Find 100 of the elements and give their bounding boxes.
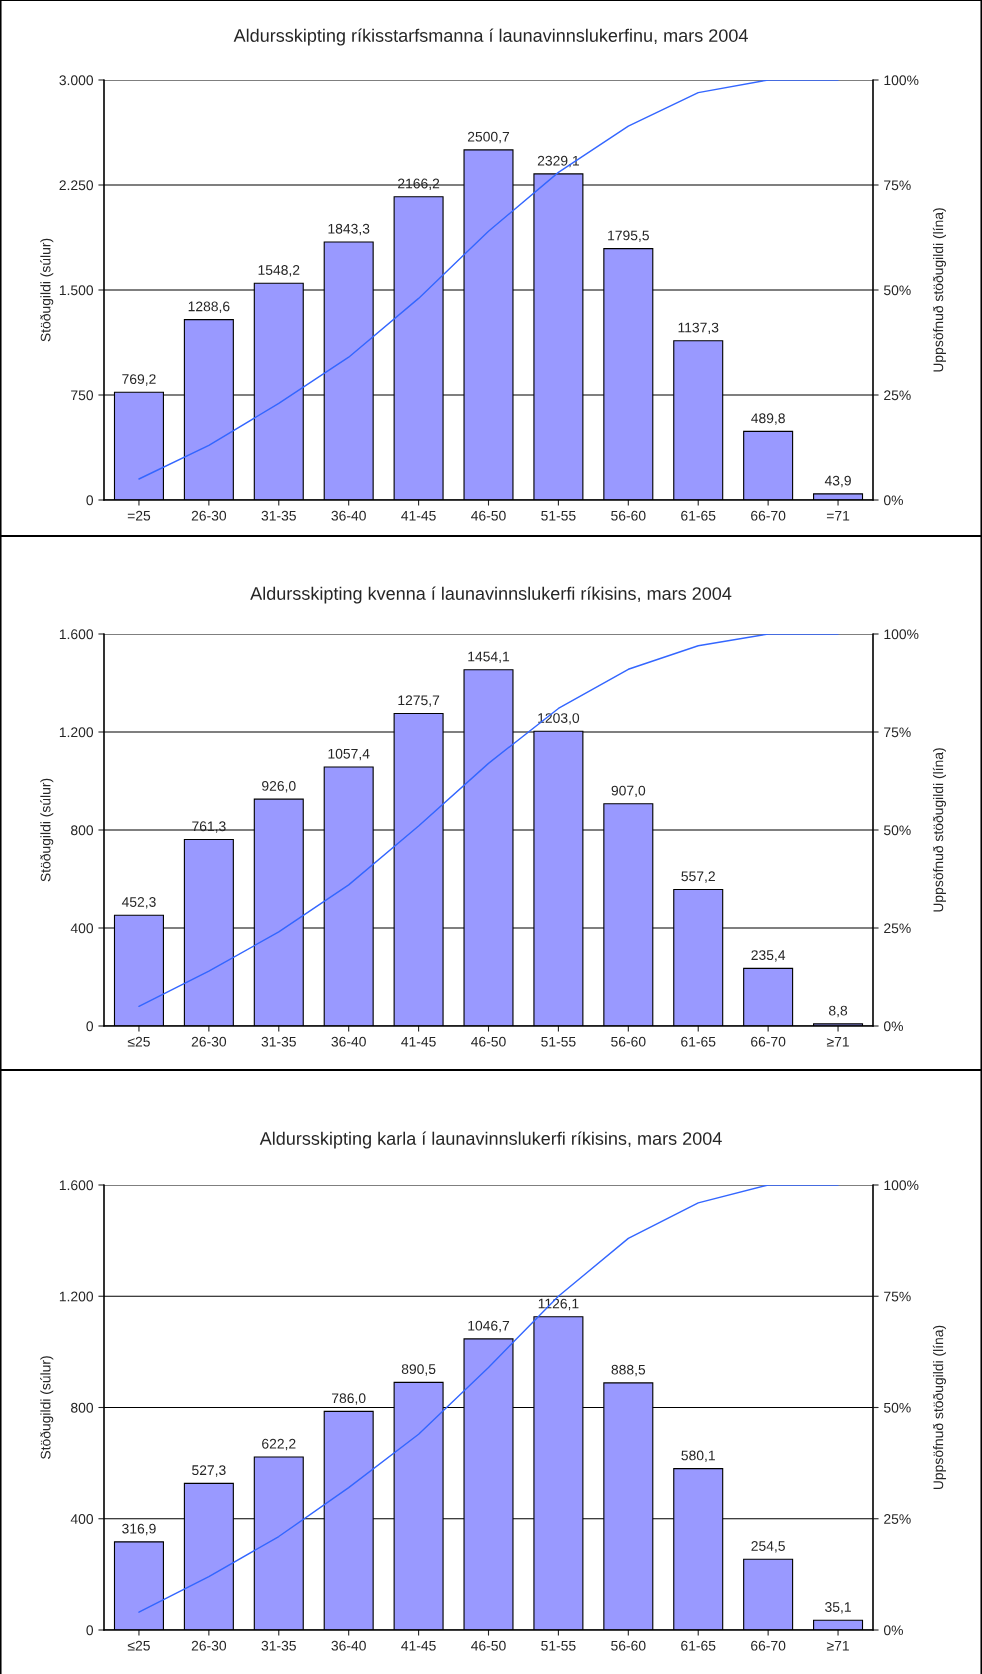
y-tick-label: 1.500 — [59, 285, 94, 296]
data-label: 907,0 — [611, 785, 646, 798]
x-tick-label: 61-65 — [681, 1036, 716, 1047]
data-label: 1288,6 — [188, 301, 230, 313]
chart-title: Aldursskipting karla í launavinnslukerfi ríkisins, mars 2004 — [259, 1131, 722, 1149]
x-tick-label: =25 — [127, 510, 151, 521]
x-tick-label: ≥71 — [826, 1640, 849, 1651]
y-tick-label: 3.000 — [59, 75, 94, 86]
y-axis-title: Stöðugildi (súlur) — [40, 238, 54, 342]
data-label: 2500,7 — [467, 131, 510, 144]
x-tick-label: 36-40 — [331, 1036, 366, 1047]
data-label: 890,5 — [401, 1364, 436, 1376]
y2-tick-label: 50% — [883, 285, 911, 296]
x-tick-label: ≤25 — [127, 1036, 150, 1047]
x-tick-label: 46-50 — [471, 1640, 506, 1651]
y-tick-label: 800 — [71, 1402, 94, 1413]
x-tick-label: 26-30 — [191, 1640, 227, 1651]
x-tick-label: 66-70 — [751, 510, 786, 521]
data-label: 622,2 — [262, 1438, 296, 1451]
y-tick-label: 0 — [86, 1625, 94, 1636]
y2-tick-label: 25% — [884, 923, 911, 934]
y2-tick-label: 100% — [884, 1180, 919, 1191]
x-tick-label: 56-60 — [611, 510, 646, 521]
x-tick-label: 36-40 — [331, 1640, 366, 1651]
data-label: 557,2 — [681, 871, 715, 883]
y-tick-label: 1.200 — [59, 1291, 94, 1302]
y2-tick-label: 25% — [884, 390, 911, 401]
y2-tick-label: 0% — [883, 495, 903, 506]
data-label: 1795,5 — [608, 230, 649, 242]
x-tick-label: =71 — [826, 510, 850, 521]
data-label: 1046,7 — [468, 1320, 510, 1333]
x-tick-label: 41-45 — [401, 510, 436, 521]
y-tick-label: 1.200 — [59, 727, 94, 738]
y-tick-label: 400 — [70, 1514, 94, 1524]
y2-tick-label: 100% — [884, 629, 919, 640]
x-tick-label: 31-35 — [261, 1640, 296, 1651]
chart-title: Aldursskipting kvenna í launavinnslukerfi ríkisins, mars 2004 — [250, 586, 732, 604]
data-label: 888,5 — [611, 1364, 646, 1377]
y2-tick-label: 50% — [883, 1402, 911, 1413]
data-label: 786,0 — [332, 1393, 366, 1405]
data-label: 316,9 — [122, 1523, 156, 1536]
y2-tick-label: 75% — [884, 180, 911, 191]
y-tick-label: 1.600 — [59, 1180, 94, 1191]
x-tick-label: 26-30 — [191, 510, 227, 521]
data-label: 580,1 — [681, 1450, 715, 1462]
chart-title: Aldursskipting ríkisstarfsmanna í launavinnslukerfinu, mars 2004 — [233, 28, 748, 46]
data-label: 1275,7 — [398, 695, 440, 707]
y2-axis-title: Uppsöfnuð stöðugildi (lína) — [932, 1325, 946, 1490]
y2-tick-label: 0% — [883, 1625, 903, 1636]
data-label: 35,1 — [825, 1602, 851, 1614]
y2-tick-label: 25% — [884, 1514, 911, 1524]
x-tick-label: 31-35 — [261, 510, 296, 521]
y2-tick-label: 75% — [884, 727, 911, 738]
data-label: 452,3 — [121, 897, 156, 909]
y2-axis-title: Uppsöfnuð stöðugildi (lína) — [932, 748, 946, 912]
x-tick-label: 66-70 — [751, 1640, 786, 1651]
y-tick-label: 0 — [86, 495, 94, 506]
data-label: 1454,1 — [468, 651, 510, 664]
y-axis-title: Stöðugildi (súlur) — [40, 778, 54, 882]
y2-tick-label: 0% — [883, 1021, 903, 1032]
x-tick-label: 36-40 — [331, 510, 366, 521]
x-tick-label: 41-45 — [401, 1640, 436, 1651]
y-tick-label: 750 — [71, 390, 94, 401]
data-label: 1057,4 — [328, 748, 370, 761]
x-tick-label: 56-60 — [611, 1036, 646, 1047]
y-tick-label: 400 — [70, 923, 94, 934]
x-tick-label: ≤25 — [127, 1640, 150, 1651]
x-tick-label: 66-70 — [751, 1036, 786, 1047]
x-tick-label: 56-60 — [611, 1640, 646, 1651]
data-label: 8,8 — [829, 1005, 848, 1018]
x-tick-label: ≥71 — [826, 1036, 849, 1047]
x-tick-label: 61-65 — [681, 1640, 716, 1651]
data-label: 235,4 — [751, 950, 786, 962]
x-tick-label: 46-50 — [471, 510, 506, 521]
y2-tick-label: 50% — [883, 825, 911, 836]
x-tick-label: 51-55 — [541, 1036, 576, 1047]
x-tick-label: 41-45 — [401, 1036, 436, 1047]
data-label: 769,2 — [122, 374, 156, 386]
data-label: 1548,2 — [258, 265, 300, 277]
data-label: 926,0 — [262, 780, 296, 793]
y2-tick-label: 100% — [884, 75, 919, 86]
y2-tick-label: 75% — [884, 1291, 911, 1302]
x-tick-label: 51-55 — [541, 510, 576, 521]
data-label: 254,5 — [751, 1541, 785, 1553]
data-label: 1843,3 — [328, 223, 370, 236]
y-tick-label: 800 — [71, 825, 94, 836]
data-label: 1137,3 — [678, 322, 719, 335]
x-tick-label: 31-35 — [261, 1036, 296, 1047]
y-axis-title: Stöðugildi (súlur) — [40, 1356, 54, 1459]
y-tick-label: 2.250 — [59, 180, 94, 191]
x-tick-label: 61-65 — [681, 510, 716, 521]
y2-axis-title: Uppsöfnuð stöðugildi (lína) — [932, 208, 946, 372]
x-tick-label: 46-50 — [471, 1036, 506, 1047]
data-label: 489,8 — [751, 413, 785, 425]
y-tick-label: 0 — [86, 1021, 94, 1032]
data-label: 43,9 — [824, 475, 851, 488]
data-label: 527,3 — [192, 1465, 226, 1477]
y-tick-label: 1.600 — [59, 629, 94, 640]
x-tick-label: 51-55 — [541, 1640, 576, 1651]
x-tick-label: 26-30 — [191, 1036, 227, 1047]
